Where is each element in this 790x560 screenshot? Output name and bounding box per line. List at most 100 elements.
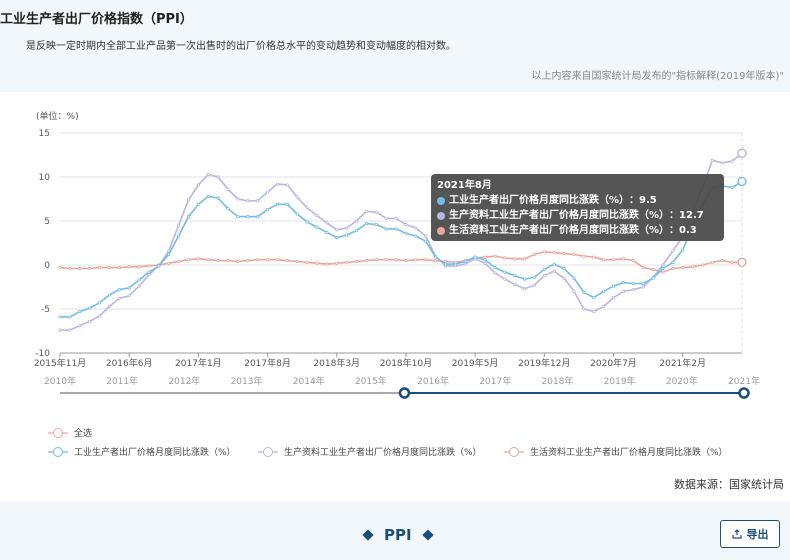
data-point — [88, 319, 92, 323]
data-point — [236, 215, 240, 219]
data-point — [503, 270, 507, 274]
data-point — [621, 281, 625, 285]
data-point — [394, 227, 398, 231]
data-point — [216, 259, 220, 263]
y-tick-label: 0 — [44, 261, 50, 271]
data-point — [97, 314, 102, 318]
timeline-label: 2017年 — [479, 375, 511, 387]
tooltip-dot — [437, 196, 445, 205]
highlight-point — [737, 257, 747, 268]
data-point — [641, 281, 645, 286]
data-point — [68, 266, 72, 271]
legend-select-all-label[interactable]: 全选 — [74, 427, 92, 439]
data-point — [572, 289, 576, 293]
data-point — [473, 255, 477, 259]
data-point — [404, 259, 408, 263]
timeline-label: 2012年 — [168, 375, 200, 387]
data-point — [167, 261, 171, 265]
data-point — [275, 202, 280, 206]
data-point — [661, 263, 665, 267]
data-point — [127, 286, 131, 290]
data-point — [256, 258, 260, 262]
data-point — [137, 278, 141, 282]
legend-item-marker[interactable] — [509, 447, 519, 457]
data-point — [493, 271, 497, 275]
data-point — [275, 258, 280, 262]
timeline-label: 2014年 — [293, 375, 325, 387]
data-point — [127, 294, 131, 298]
data-point — [295, 195, 299, 199]
tooltip-row: 生产资料工业生产者出厂价格月度同比涨跌（%）： 12.7 — [437, 208, 718, 223]
legend-item-label[interactable]: 生活资料工业生产者出厂价格月度同比涨跌（%） — [530, 446, 728, 458]
data-point — [720, 161, 724, 165]
timeline-end-handle[interactable] — [738, 387, 750, 399]
data-point — [305, 260, 309, 264]
data-point — [127, 265, 131, 269]
data-point — [78, 266, 82, 271]
data-point — [206, 258, 210, 262]
data-point — [216, 196, 220, 200]
data-point — [236, 197, 240, 201]
timeline-label: 2018年 — [542, 375, 574, 387]
data-point — [522, 287, 527, 291]
data-point — [315, 225, 319, 229]
data-point — [354, 219, 359, 223]
data-point — [433, 255, 438, 259]
x-tick-label: 2016年6月 — [106, 357, 153, 369]
x-tick-label: 2021年2月 — [659, 357, 706, 369]
timeline-label: 2015年 — [355, 375, 387, 387]
data-point — [592, 310, 596, 314]
data-point — [137, 284, 141, 288]
tooltip-row-value: 9.5 — [639, 195, 657, 206]
data-point — [295, 259, 299, 264]
legend-item-marker[interactable] — [53, 447, 63, 457]
data-point — [710, 158, 714, 162]
data-point — [364, 222, 369, 226]
data-point — [730, 185, 734, 190]
data-point — [542, 273, 546, 278]
data-point — [503, 256, 507, 260]
data-point — [157, 264, 161, 268]
legend-item-label[interactable]: 生产资料工业生产者出厂价格月度同比涨跌（%） — [284, 446, 482, 458]
data-point — [147, 273, 151, 277]
data-point — [424, 239, 428, 243]
data-point — [107, 304, 112, 308]
export-label: 导出 — [746, 528, 769, 541]
data-point — [443, 262, 448, 266]
timeline-start-handle[interactable] — [398, 387, 411, 399]
data-point — [414, 226, 418, 230]
data-point — [710, 260, 714, 264]
timeline-label: 2021年 — [728, 375, 760, 387]
data-point — [513, 282, 517, 286]
y-tick-label: 15 — [39, 129, 50, 139]
timeline-label: 2020年 — [666, 375, 698, 387]
tooltip-row-value: 0.3 — [679, 225, 697, 236]
data-point — [216, 175, 220, 179]
legend-select-all-marker[interactable] — [53, 428, 63, 438]
data-point — [236, 259, 240, 264]
legend-item-label[interactable]: 工业生产者出厂价格月度同比涨跌（%） — [74, 446, 236, 458]
ppi-line-chart: (单位：%) -10 -5 0 5 10 15 2015年11月 2016年6月 2017年1月 2… — [34, 110, 760, 458]
data-point — [325, 221, 329, 225]
data-point — [345, 233, 349, 237]
diamond-icon — [362, 529, 374, 541]
data-point — [483, 261, 487, 265]
data-point — [552, 269, 556, 273]
legend-item-marker[interactable] — [263, 447, 273, 457]
x-tick-label: 2017年8月 — [244, 357, 291, 369]
data-point — [503, 277, 507, 281]
data-point — [602, 258, 606, 262]
data-point — [305, 220, 309, 224]
tooltip-row: 生活资料工业生产者出厂价格月度同比涨跌（%）： 0.3 — [437, 223, 718, 238]
data-point — [335, 261, 339, 265]
data-point — [384, 258, 388, 262]
export-button[interactable]: 导出 — [720, 520, 780, 548]
data-point — [206, 194, 210, 198]
data-point — [335, 236, 339, 240]
data-point — [354, 259, 359, 264]
data-point — [424, 258, 428, 262]
data-point — [256, 199, 260, 203]
timeline-label: 2019年 — [604, 375, 636, 387]
tooltip-row: 工业生产者出厂价格月度同比涨跌（%）： 9.5 — [437, 193, 718, 208]
data-point — [542, 267, 546, 271]
